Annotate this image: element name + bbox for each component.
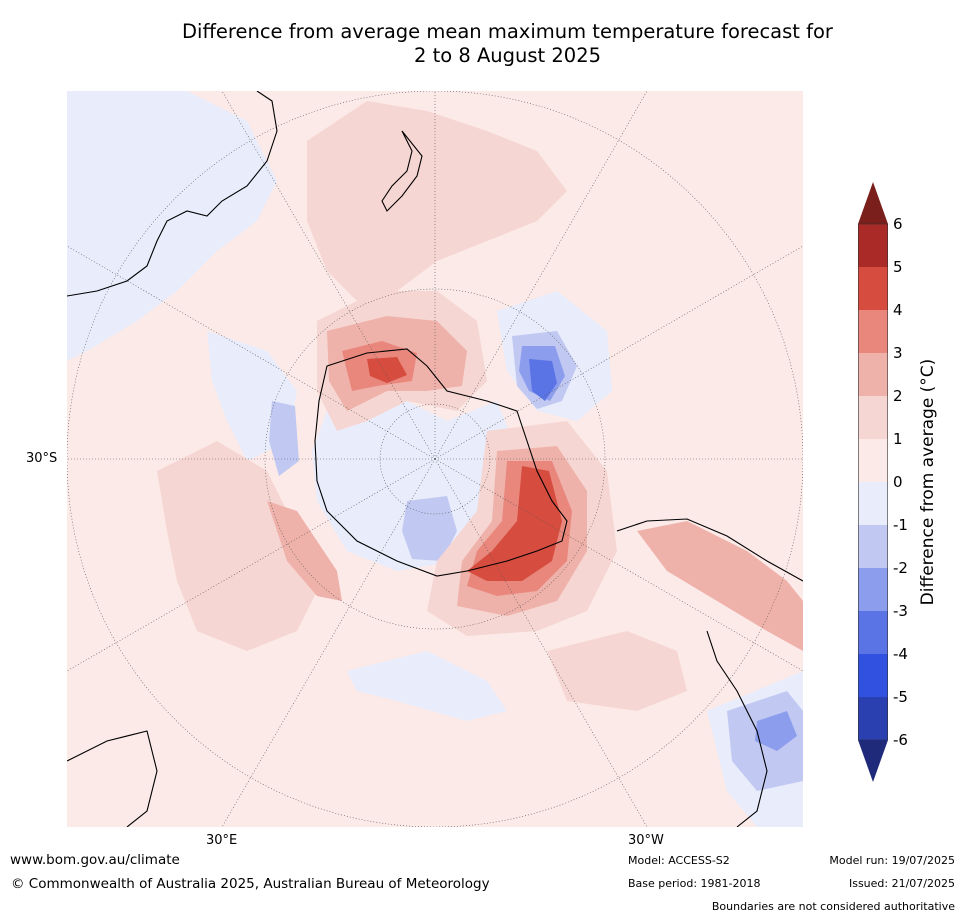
latitude-label: 30°S (26, 451, 58, 466)
coastline-antarctica (314, 348, 568, 577)
coastline-australia (67, 91, 278, 297)
coastline-newzealand (381, 130, 423, 212)
footer-disclaimer: Boundaries are not considered authoritat… (711, 900, 955, 913)
cool-spot-indian-ocean (269, 401, 299, 476)
colorbar-block-4-to-5 (858, 267, 888, 310)
colorbar-over-triangle (858, 182, 888, 224)
coastlines (67, 91, 803, 827)
cool-region-pacific-4 (529, 359, 557, 401)
colorbar-tick-neg6: -6 (893, 731, 908, 749)
colorbar-tick-5: 5 (893, 258, 903, 276)
colorbar-block--2-to--1 (858, 525, 888, 568)
colorbar-block--5-to--4 (858, 654, 888, 697)
meridians (67, 91, 803, 827)
colorbar-tick-4: 4 (893, 301, 903, 319)
footer-issued: Issued: 21/07/2025 (848, 877, 955, 890)
colorbar-tick-6: 6 (893, 215, 903, 233)
colorbar-label-text: Difference from average (°C) (918, 358, 938, 606)
polar-map (67, 91, 803, 827)
colorbar-block-5-to-6 (858, 224, 888, 267)
footer-model-run: Model run: 19/07/2025 (829, 854, 955, 867)
colorbar-block--4-to--3 (858, 611, 888, 654)
coastline-southamerica (616, 518, 803, 582)
colorbar-block-3-to-4 (858, 310, 888, 353)
longitude-label-30e: 30°E (206, 833, 238, 848)
coastline-africa (706, 630, 768, 827)
cool-spot-southafrica (755, 711, 797, 751)
colorbar-block--6-to--5 (858, 697, 888, 740)
warm-region-south-atlantic (547, 631, 687, 711)
colorbar-block-0-to-1 (858, 439, 888, 482)
warm-region-southamerica (637, 521, 803, 651)
cool-region-atlantic (347, 651, 507, 721)
colorbar-block-2-to-3 (858, 353, 888, 396)
colorbar (858, 182, 888, 782)
coastline-southafrica-west (67, 730, 158, 827)
cool-region-australia (67, 91, 277, 361)
colorbar-tick-neg4: -4 (893, 645, 908, 663)
warm-region-indian-2 (267, 501, 342, 601)
chart-title: Difference from average mean maximum tem… (60, 20, 955, 68)
map-canvas (67, 91, 803, 827)
colorbar-tick-neg5: -5 (893, 688, 908, 706)
colorbar-tick-neg3: -3 (893, 602, 908, 620)
title-line-1: Difference from average mean maximum tem… (182, 20, 833, 43)
colorbar-block--3-to--2 (858, 568, 888, 611)
footer-url: www.bom.gov.au/climate (10, 852, 180, 868)
footer-model: Model: ACCESS-S2 (628, 854, 730, 867)
colorbar-tick-neg1: -1 (893, 516, 908, 534)
colorbar-blocks (858, 223, 888, 741)
colorbar-under-triangle (858, 740, 888, 782)
warm-region-1 (307, 101, 567, 301)
colorbar-block-1-to-2 (858, 396, 888, 439)
warm-spot-ross (367, 357, 407, 383)
warm-region-weddell-4 (467, 466, 562, 581)
colorbar-tick-0: 0 (893, 473, 903, 491)
colorbar-block--1-to-0 (858, 482, 888, 525)
warm-region-indian (157, 441, 317, 651)
colorbar-tick-neg2: -2 (893, 559, 908, 577)
title-line-2: 2 to 8 August 2025 (413, 44, 602, 67)
colorbar-tick-2: 2 (893, 387, 903, 405)
footer-base-period: Base period: 1981-2018 (628, 877, 761, 890)
colorbar-tick-1: 1 (893, 430, 903, 448)
colorbar-tick-3: 3 (893, 344, 903, 362)
cool-spot-antarctica (402, 496, 457, 561)
footer-copyright: © Commonwealth of Australia 2025, Austra… (11, 876, 490, 892)
longitude-label-30w: 30°W (628, 833, 664, 848)
